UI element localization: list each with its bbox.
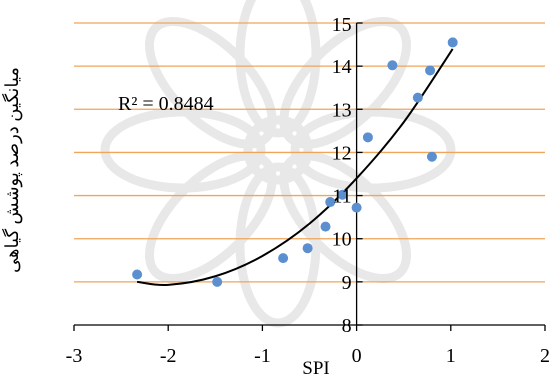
- data-point-13: [447, 37, 458, 48]
- data-point-0: [132, 269, 143, 280]
- x-axis-label: SPI: [302, 358, 329, 378]
- x-tick-label-0: -3: [66, 345, 83, 367]
- data-point-10: [412, 92, 423, 103]
- x-tick-label-5: 2: [540, 345, 550, 367]
- data-point-4: [320, 221, 331, 232]
- gridlines: [74, 22, 545, 283]
- y-tick-label-2: 10: [332, 229, 352, 251]
- axes: [73, 22, 546, 331]
- data-point-5: [325, 197, 336, 208]
- data-point-8: [362, 132, 373, 143]
- data-point-11: [425, 65, 436, 76]
- y-tick-label-7: 15: [332, 14, 352, 36]
- data-point-9: [387, 60, 398, 71]
- data-point-12: [426, 151, 437, 162]
- y-tick-label-1: 9: [342, 272, 352, 294]
- data-point-7: [351, 202, 362, 213]
- trendline: [136, 48, 454, 287]
- r-squared-annotation: R² = 0.8484: [118, 93, 214, 115]
- y-tick-label-4: 12: [332, 142, 352, 164]
- data-point-3: [302, 243, 313, 254]
- watermark-logo: [100, 0, 456, 328]
- y-tick-label-5: 13: [332, 99, 352, 121]
- x-tick-label-2: -1: [254, 345, 271, 367]
- data-point-2: [278, 253, 289, 264]
- x-tick-label-3: 0: [352, 345, 362, 367]
- y-tick-label-3: 11: [332, 186, 351, 208]
- data-point-1: [212, 276, 223, 287]
- y-axis-label: میانگین درصد پوشش گیاهی: [1, 67, 23, 273]
- data-point-6: [337, 189, 348, 200]
- x-tick-label-4: 1: [446, 345, 456, 367]
- data-points: [132, 37, 458, 287]
- x-tick-label-1: -2: [160, 345, 177, 367]
- trendline-curve: [136, 48, 454, 287]
- y-tick-label-0: 8: [342, 315, 352, 337]
- y-tick-label-6: 14: [332, 56, 352, 78]
